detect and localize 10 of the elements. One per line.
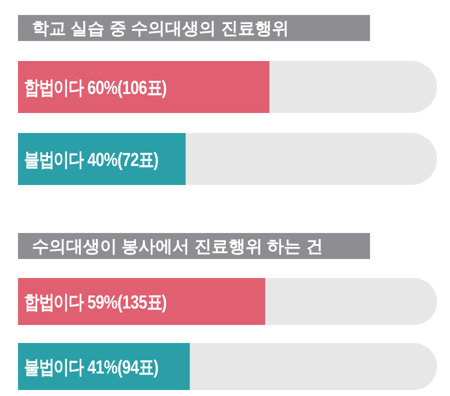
chart-title: 수의대생이 봉사에서 진료행위 하는 건 xyxy=(32,237,323,256)
data-label: 40%(72표) xyxy=(87,148,158,170)
y-tick-label: 불법이다 xyxy=(24,148,84,170)
y-tick-label: 합법이다 xyxy=(24,76,84,98)
data-label: 41%(94표) xyxy=(87,356,158,378)
data-label: 60%(106표) xyxy=(87,76,166,98)
chart-title: 학교 실습 중 수의대생의 진료행위 xyxy=(32,19,289,38)
data-label: 59%(135표) xyxy=(87,291,166,313)
y-tick-label: 불법이다 xyxy=(24,356,84,378)
y-tick-label: 합법이다 xyxy=(24,291,84,313)
